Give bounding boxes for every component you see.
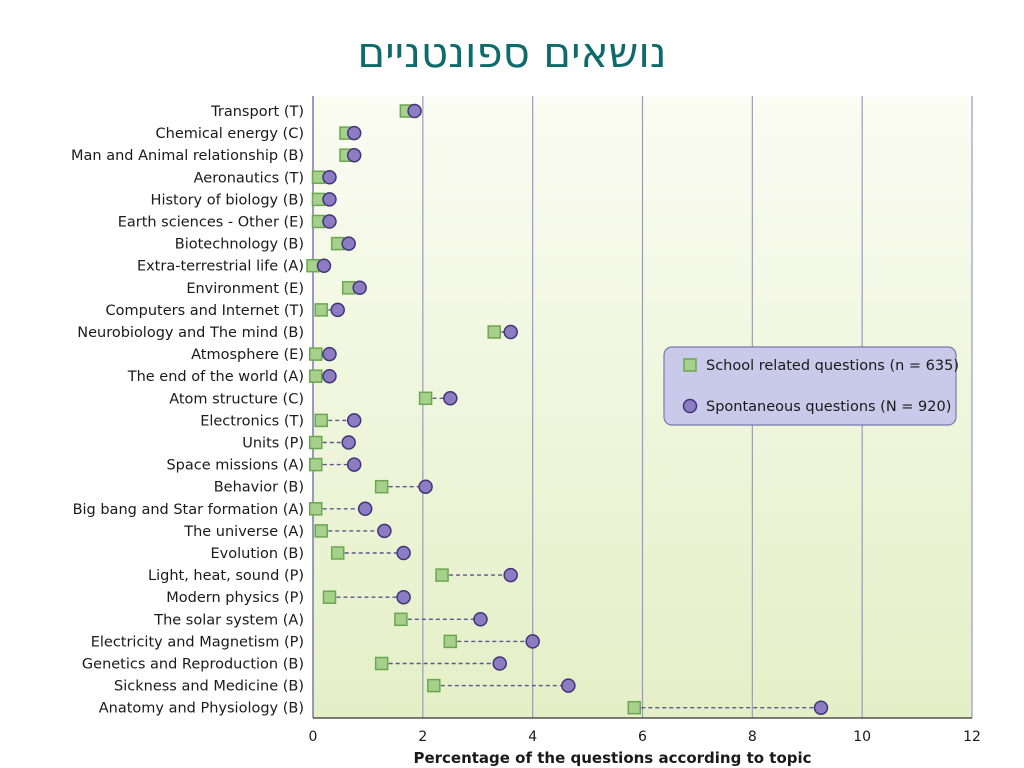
spontaneous-point — [503, 324, 518, 340]
x-tick-label: 6 — [638, 729, 647, 745]
school-point — [308, 347, 323, 361]
category-label: History of biology (B) — [151, 192, 304, 208]
category-label: Anatomy and Physiology (B) — [99, 701, 304, 717]
spontaneous-point — [322, 346, 337, 362]
school-point — [308, 457, 323, 472]
legend-square-icon — [683, 358, 697, 372]
category-labels: Transport (T) Chemical energy (C) Man and … — [71, 104, 304, 717]
spontaneous-point — [330, 302, 345, 318]
category-label: Space missions (A) — [166, 458, 304, 474]
category-label: The solar system (A) — [153, 612, 304, 628]
spontaneous-point — [346, 413, 362, 428]
spontaneous-point — [813, 700, 829, 715]
category-label: Units (P) — [242, 436, 304, 452]
category-label: Sickness and Medicine (B) — [114, 679, 304, 695]
category-label: Big bang and Star formation (A) — [73, 502, 304, 518]
spontaneous-point — [377, 523, 392, 539]
x-axis-label: Percentage of the questions according to… — [413, 749, 811, 767]
spontaneous-point — [503, 567, 518, 583]
spontaneous-point — [473, 612, 488, 627]
school-point — [627, 700, 642, 715]
school-point — [330, 546, 345, 560]
school-point — [427, 678, 441, 693]
category-label: Electricity and Magnetism (P) — [91, 634, 304, 650]
school-point — [308, 435, 323, 450]
category-label: Computers and Internet (T) — [106, 303, 305, 319]
spontaneous-point — [346, 125, 362, 141]
category-label: Modern physics (P) — [166, 590, 304, 606]
connector-lines — [315, 309, 821, 709]
spontaneous-point — [341, 236, 356, 251]
slide-title: נושאים ספונטניים — [357, 28, 667, 77]
category-label: Extra-terrestrial life (A) — [137, 259, 304, 275]
school-point — [435, 568, 449, 582]
spontaneous-point — [346, 457, 362, 472]
category-label: Earth sciences - Other (E) — [118, 215, 304, 231]
category-label: Atom structure (C) — [169, 391, 304, 407]
x-tick-label: 8 — [748, 729, 757, 745]
legend-circle-icon — [682, 398, 698, 414]
spontaneous-point — [418, 479, 433, 494]
category-label: The end of the world (A) — [127, 369, 304, 385]
x-tick-label: 4 — [528, 729, 537, 745]
category-label: Biotechnology (B) — [175, 237, 304, 253]
spontaneous-point — [322, 170, 337, 185]
spontaneous-point — [322, 368, 337, 384]
x-tick-label: 12 — [963, 729, 981, 745]
category-label: Behavior (B) — [214, 480, 304, 496]
x-tick-labels: 0 2 4 6 8 10 12 — [309, 729, 981, 745]
spontaneous-point — [357, 501, 373, 517]
legend: School related questions (n = 635) Spont… — [663, 346, 959, 426]
legend-label-spontaneous: Spontaneous questions (N = 920) — [706, 399, 951, 415]
category-label: Man and Animal relationship (B) — [71, 148, 304, 164]
spontaneous-point — [396, 545, 411, 561]
spontaneous-point — [322, 214, 337, 229]
school-point — [487, 325, 501, 339]
spontaneous-point — [322, 192, 337, 207]
legend-label-school: School related questions (n = 635) — [706, 358, 959, 374]
school-point — [322, 590, 337, 604]
spontaneous-point — [525, 634, 540, 649]
school-point — [443, 634, 458, 649]
category-label: The universe (A) — [183, 524, 304, 540]
category-label: Chemical energy (C) — [156, 126, 304, 142]
category-label: Transport (T) — [210, 104, 304, 120]
spontaneous-point — [352, 280, 367, 296]
school-point — [314, 413, 328, 428]
category-label: Aeronautics (T) — [194, 170, 304, 186]
category-label: Evolution (B) — [211, 546, 304, 562]
school-point — [374, 479, 389, 494]
x-tick-label: 0 — [309, 729, 318, 745]
category-label: Electronics (T) — [200, 413, 304, 429]
school-point — [314, 524, 328, 538]
spontaneous-point — [316, 258, 332, 273]
x-tick-label: 10 — [853, 729, 871, 745]
category-label: Atmosphere (E) — [191, 347, 304, 363]
school-point — [314, 303, 328, 317]
spontaneous-point — [407, 103, 422, 119]
legend-box — [663, 346, 957, 426]
spontaneous-point — [443, 391, 458, 406]
school-point — [418, 391, 433, 406]
category-label: Light, heat, sound (P) — [148, 568, 304, 584]
spontaneous-point — [341, 435, 356, 450]
school-point — [308, 502, 323, 516]
data-points — [306, 103, 829, 715]
spontaneous-point — [396, 589, 411, 605]
spontaneous-point — [346, 147, 362, 163]
grid-lines — [422, 96, 973, 718]
spontaneous-point — [561, 678, 576, 693]
spontaneous-point — [492, 656, 507, 671]
category-label: Environment (E) — [186, 281, 304, 297]
school-point — [308, 369, 323, 383]
category-label: Neurobiology and The mind (B) — [77, 325, 304, 341]
x-tick-label: 2 — [418, 729, 427, 745]
school-point — [374, 656, 389, 671]
category-label: Genetics and Reproduction (B) — [82, 657, 304, 673]
school-point — [394, 612, 408, 627]
